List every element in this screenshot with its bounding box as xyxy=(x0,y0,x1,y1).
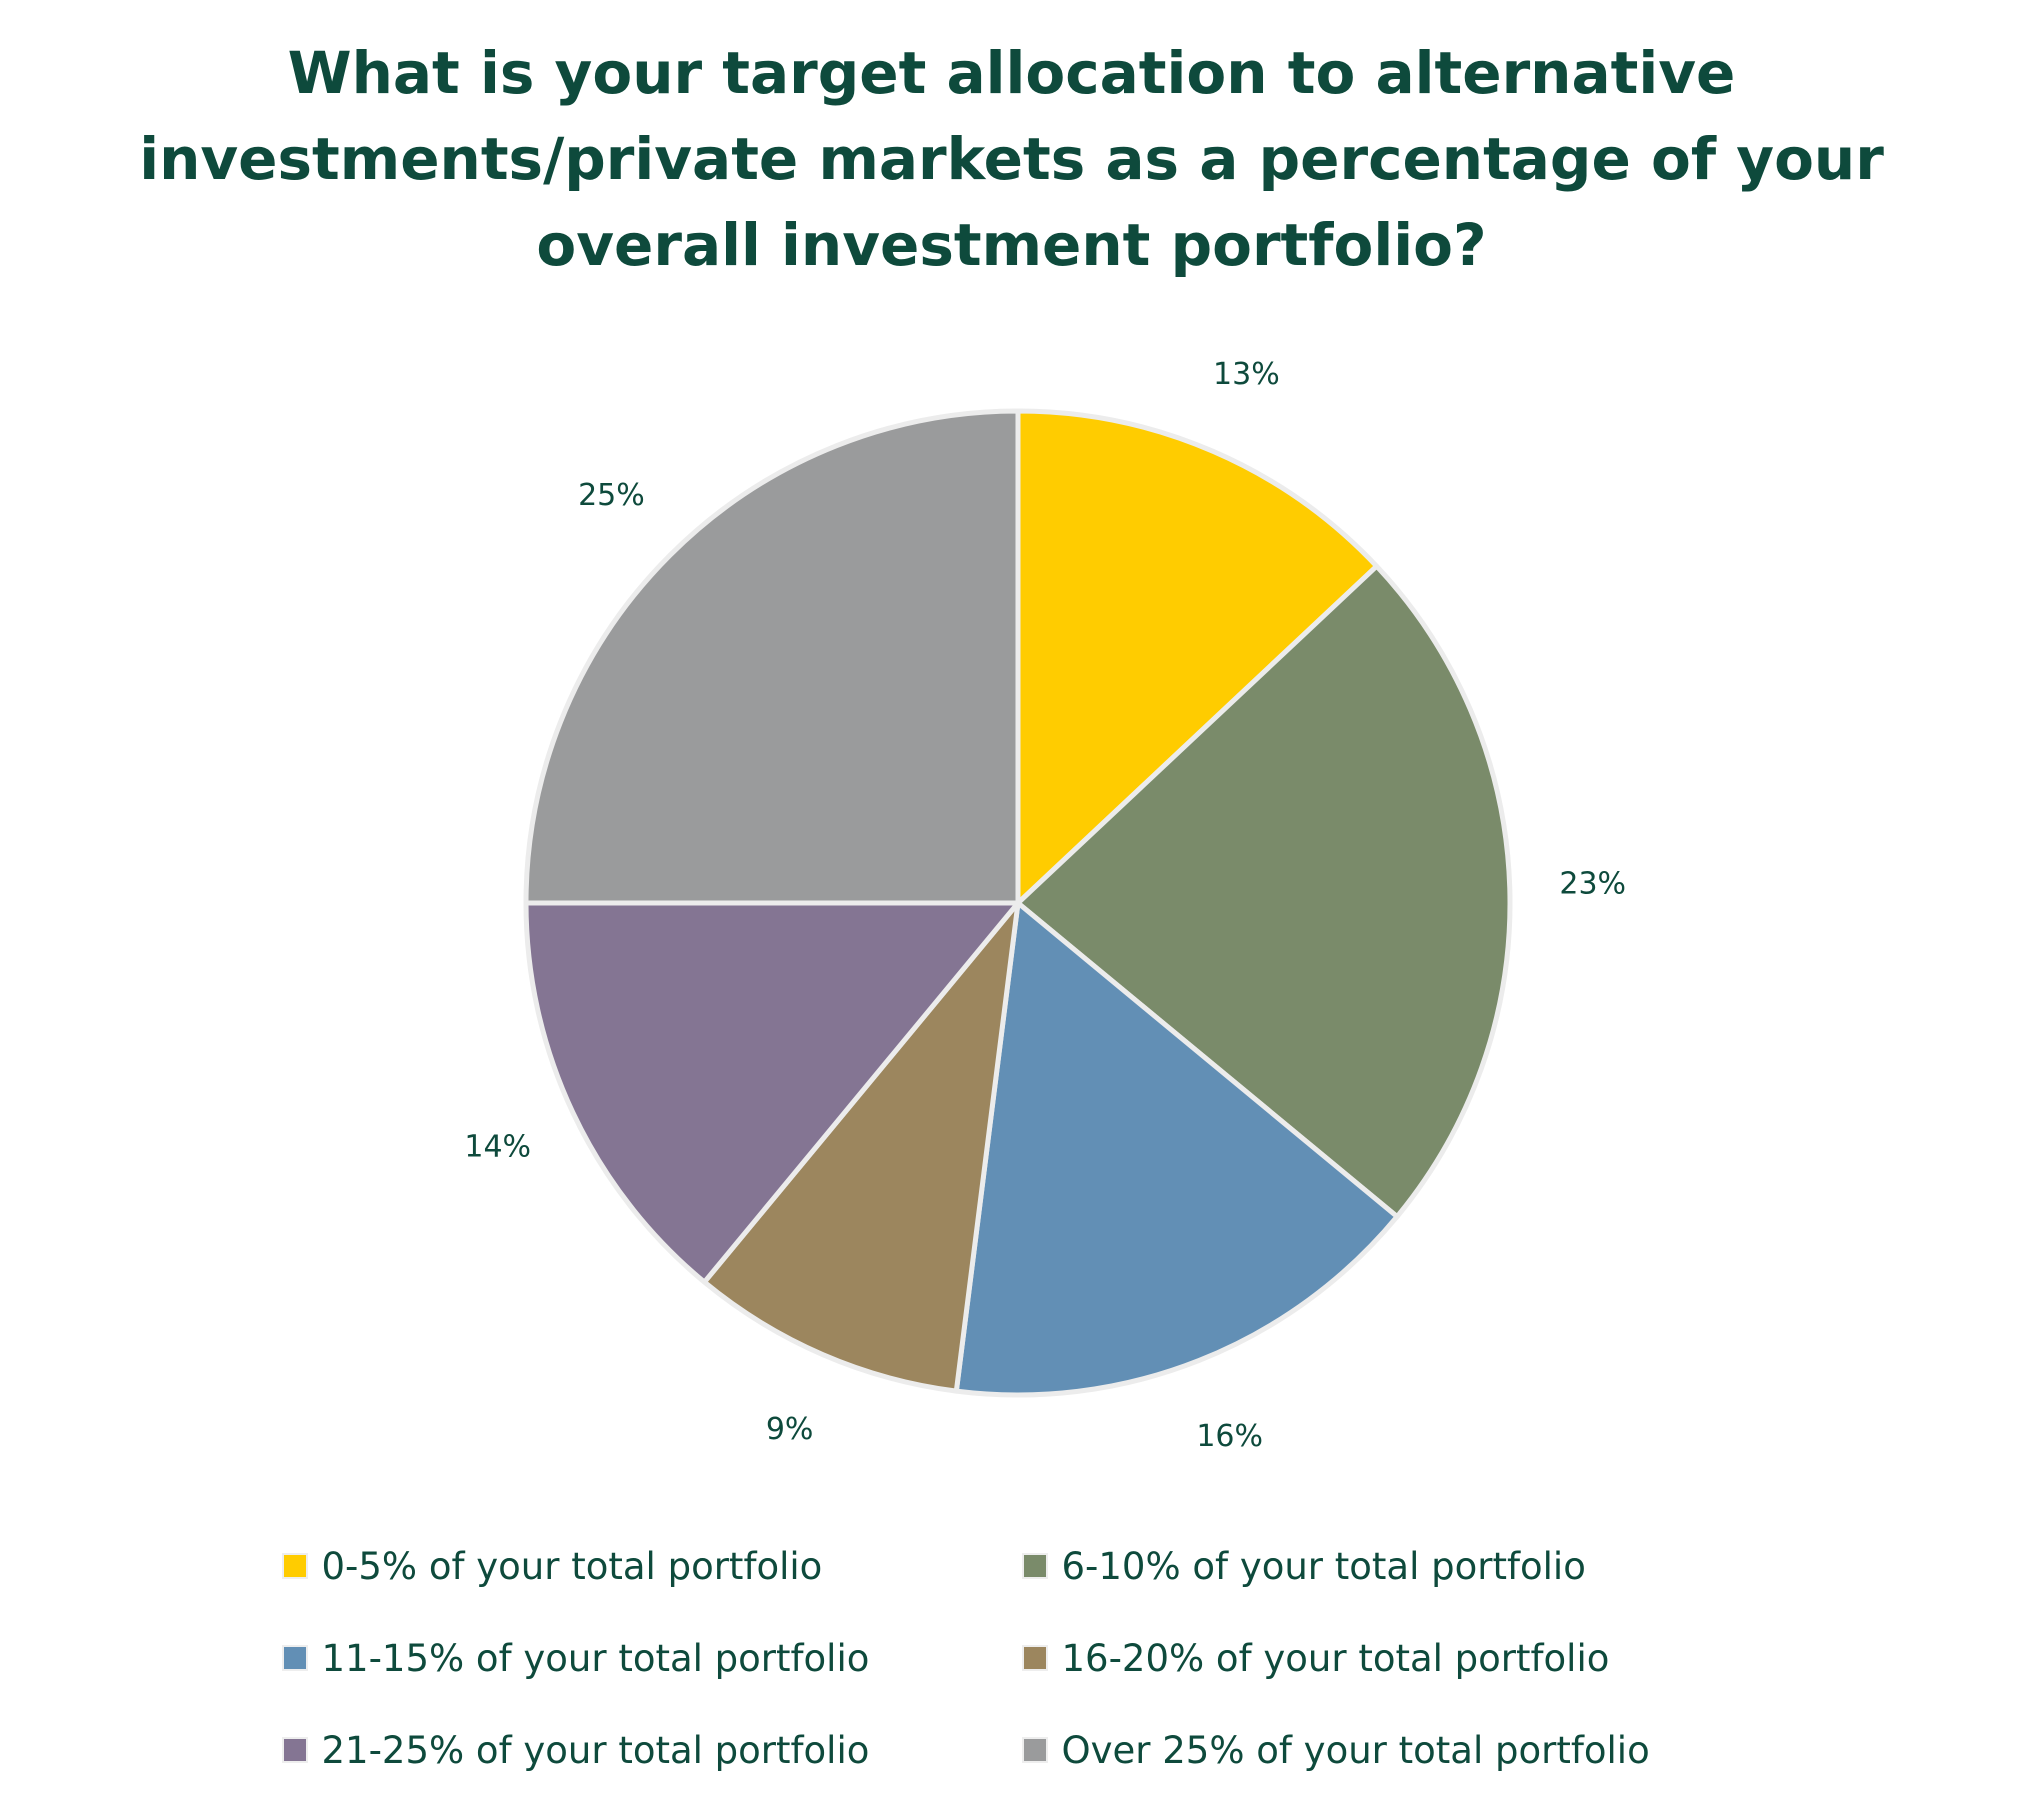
legend: 0-5% of your total portfolio 6-10% of you… xyxy=(0,1535,2023,1781)
data-label-1: 23% xyxy=(1559,866,1626,901)
legend-label-3: 16-20% of your total portfolio xyxy=(1061,1636,1610,1680)
pie-slice-4 xyxy=(523,900,1021,1285)
legend-item-0: 0-5% of your total portfolio xyxy=(281,1535,1022,1597)
pie-slices xyxy=(523,408,1513,1398)
pie-slice-0 xyxy=(1015,408,1380,906)
legend-swatch-3 xyxy=(1021,1645,1048,1671)
legend-item-5: Over 25% of your total portfolio xyxy=(1021,1719,1742,1781)
legend-item-4: 21-25% of your total portfolio xyxy=(281,1719,1022,1781)
legend-swatch-1 xyxy=(1021,1553,1048,1579)
legend-grid: 0-5% of your total portfolio 6-10% of you… xyxy=(281,1535,1742,1781)
legend-item-2: 11-15% of your total portfolio xyxy=(281,1627,1022,1689)
legend-item-1: 6-10% of your total portfolio xyxy=(1021,1535,1742,1597)
chart-title-line-3: overall investment portfolio? xyxy=(536,211,1487,279)
pie-slice-1 xyxy=(1015,563,1513,1220)
data-label-3: 9% xyxy=(766,1412,814,1447)
legend-swatch-0 xyxy=(281,1553,308,1579)
legend-label-5: Over 25% of your total portfolio xyxy=(1061,1728,1650,1772)
data-label-4: 14% xyxy=(464,1129,531,1164)
legend-swatch-4 xyxy=(281,1737,308,1763)
chart-title-line-2: investments/private markets as a percent… xyxy=(139,125,1884,193)
pie-data-labels: 13% 23% 16% 9% 14% 25% xyxy=(464,357,1626,1454)
legend-label-4: 21-25% of your total portfolio xyxy=(321,1728,870,1772)
data-label-5: 25% xyxy=(578,478,645,513)
data-label-0: 13% xyxy=(1213,357,1280,392)
legend-label-0: 0-5% of your total portfolio xyxy=(321,1544,823,1588)
pie-slice-5 xyxy=(523,408,1021,906)
legend-swatch-5 xyxy=(1021,1737,1048,1763)
pie-slice-3 xyxy=(701,900,1021,1394)
data-label-2: 16% xyxy=(1196,1419,1263,1454)
pie-slice-2 xyxy=(953,900,1400,1398)
legend-swatch-2 xyxy=(281,1645,308,1671)
chart-title-line-1: What is your target allocation to altern… xyxy=(287,39,1736,107)
chart-title: What is your target allocation to altern… xyxy=(0,30,2023,288)
legend-label-2: 11-15% of your total portfolio xyxy=(321,1636,870,1680)
legend-item-3: 16-20% of your total portfolio xyxy=(1021,1627,1742,1689)
legend-label-1: 6-10% of your total portfolio xyxy=(1061,1544,1586,1588)
